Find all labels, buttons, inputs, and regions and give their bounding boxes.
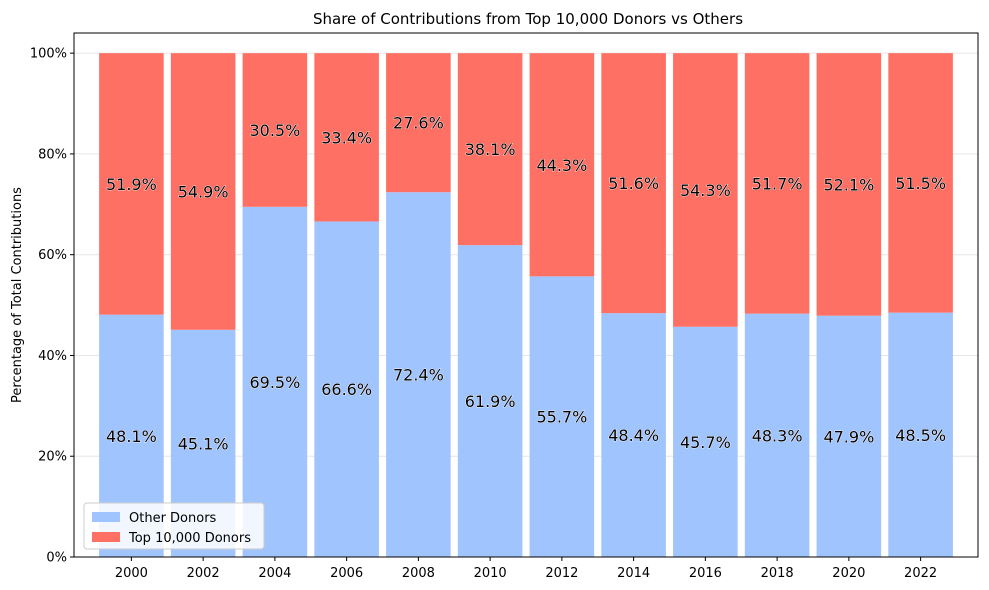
data-label-top-donors-2022: 51.5% (895, 174, 946, 193)
y-tick-label-0: 0% (46, 551, 67, 566)
data-label-top-donors-2012: 44.3% (536, 156, 587, 175)
legend-label-other-donors: Other Donors (129, 511, 217, 526)
data-label-other-donors-2000: 48.1% (106, 427, 157, 446)
x-tick-label-2000: 2000 (115, 566, 148, 581)
data-label-other-donors-2008: 72.4% (393, 366, 444, 385)
data-label-top-donors-2000: 51.9% (106, 175, 157, 194)
data-label-other-donors-2020: 47.9% (823, 427, 874, 446)
legend-box (83, 502, 265, 550)
x-tick-label-2002: 2002 (187, 566, 220, 581)
bar-other-donors-2016 (673, 326, 738, 557)
bar-other-donors-2010 (457, 245, 523, 557)
x-tick-label-2004: 2004 (258, 566, 291, 581)
x-tick-label-2008: 2008 (402, 566, 435, 581)
bar-other-donors-2008 (386, 192, 451, 557)
bar-top-donors-2000 (99, 53, 164, 315)
data-label-top-donors-2018: 51.7% (752, 174, 803, 193)
plot-frame (73, 32, 979, 558)
data-label-other-donors-2012: 55.7% (536, 408, 587, 427)
bar-other-donors-2004 (242, 206, 308, 558)
bar-top-donors-2006 (314, 53, 379, 222)
data-label-top-donors-2016: 54.3% (680, 181, 731, 200)
legend: Other Donors Top 10,000 Donors (83, 502, 265, 550)
legend-label-top-donors: Top 10,000 Donors (128, 531, 251, 546)
bar-top-donors-2014 (601, 53, 666, 314)
bars (99, 53, 953, 558)
data-label-top-donors-2008: 27.6% (393, 114, 444, 133)
bar-top-donors-2004 (242, 53, 308, 207)
data-label-other-donors-2016: 45.7% (680, 433, 731, 452)
data-label-other-donors-2018: 48.3% (752, 426, 803, 445)
data-label-other-donors-2010: 61.9% (465, 392, 516, 411)
bar-other-donors-2022 (888, 312, 953, 557)
data-label-top-donors-2006: 33.4% (321, 128, 372, 147)
bar-other-donors-2014 (601, 313, 666, 557)
x-tick-label-2014: 2014 (617, 566, 650, 581)
x-tick-label-2016: 2016 (689, 566, 722, 581)
bar-other-donors-2006 (314, 221, 379, 557)
data-label-top-donors-2002: 54.9% (178, 182, 229, 201)
data-label-top-donors-2004: 30.5% (249, 121, 300, 140)
y-tick-label-5: 100% (30, 47, 67, 62)
data-label-top-donors-2020: 52.1% (823, 175, 874, 194)
bar-top-donors-2020 (816, 53, 882, 316)
bar-top-donors-2010 (457, 53, 523, 246)
chart-title: Share of Contributions from Top 10,000 D… (313, 10, 743, 28)
bar-top-donors-2022 (888, 53, 953, 313)
y-axis-label: Percentage of Total Contributions (10, 187, 25, 403)
bar-other-donors-2018 (744, 313, 810, 557)
y-tick-label-2: 40% (38, 349, 67, 364)
bar-other-donors-2020 (816, 315, 882, 557)
x-tick-label-2010: 2010 (474, 566, 507, 581)
bar-top-donors-2012 (529, 53, 595, 277)
x-tick-label-2022: 2022 (904, 566, 937, 581)
bar-other-donors-2012 (529, 276, 595, 557)
data-label-other-donors-2022: 48.5% (895, 426, 946, 445)
y-tick-label-4: 80% (38, 147, 67, 162)
x-tick-label-2020: 2020 (832, 566, 865, 581)
legend-swatch-top-donors (92, 532, 120, 542)
data-label-other-donors-2014: 48.4% (608, 426, 659, 445)
bar-top-donors-2008 (386, 53, 451, 193)
x-tick-label-2012: 2012 (545, 566, 578, 581)
data-label-other-donors-2002: 45.1% (178, 434, 229, 453)
x-tick-label-2006: 2006 (330, 566, 363, 581)
data-label-other-donors-2004: 69.5% (249, 373, 300, 392)
bar-top-donors-2002 (170, 53, 236, 330)
x-tick-label-2018: 2018 (761, 566, 794, 581)
bar-value-labels: 48.1% 51.9% 45.1% 54.9% 69.5% 30.5% 66.6% 33.4%… (106, 113, 947, 453)
axes: 0% 20% 40% 60% 80% 100% 2000 2002 2004 2006 2008 20… (30, 47, 937, 581)
bar-top-donors-2016 (673, 53, 738, 327)
data-label-top-donors-2010: 38.1% (465, 140, 516, 159)
y-tick-label-1: 20% (38, 450, 67, 465)
data-label-top-donors-2014: 51.6% (608, 174, 659, 193)
legend-swatch-other-donors (92, 512, 120, 522)
data-label-other-donors-2006: 66.6% (321, 380, 372, 399)
y-tick-label-3: 60% (38, 248, 67, 263)
bar-top-donors-2018 (744, 53, 810, 314)
